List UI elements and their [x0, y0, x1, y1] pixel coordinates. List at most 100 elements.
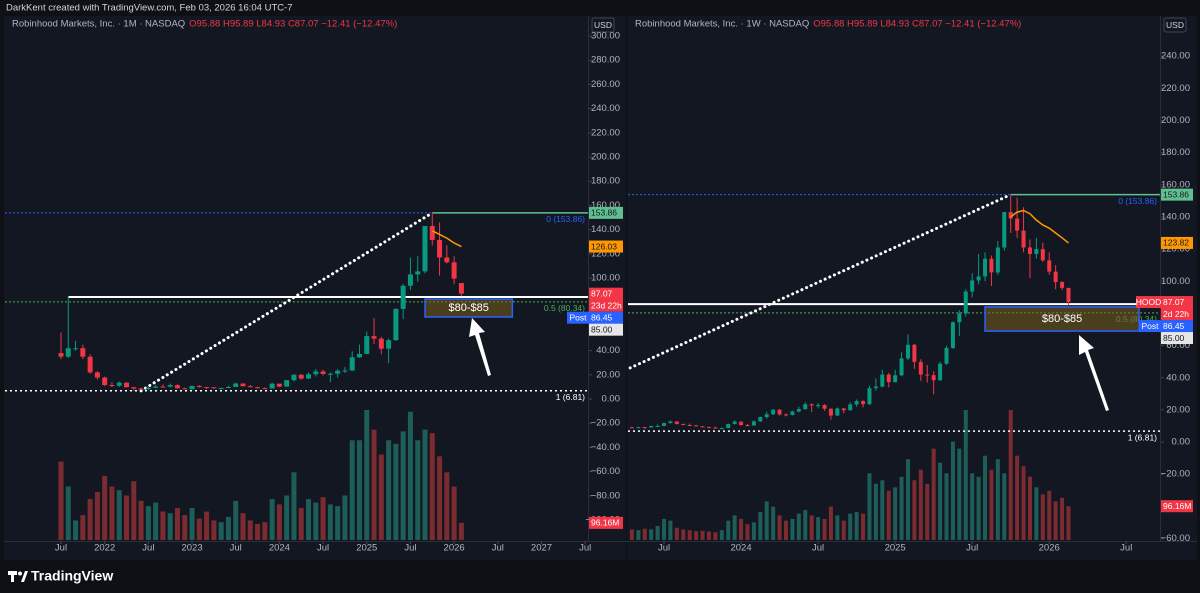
candle-body: [970, 280, 975, 292]
y-tick-label: 240.00: [1161, 51, 1190, 62]
x-tick-label: 2025: [885, 543, 906, 554]
candle-body: [94, 372, 100, 378]
volume-bar: [269, 499, 275, 540]
moving-average: [1010, 209, 1069, 244]
volume-bar: [963, 410, 968, 540]
candle-body: [87, 356, 93, 373]
price-tag: [589, 311, 623, 324]
volume-bar: [211, 520, 217, 540]
volume-bar: [407, 411, 413, 540]
candle-body: [784, 414, 788, 416]
volume-bar: [687, 530, 692, 540]
candle-body: [298, 374, 304, 379]
y-tick-label: 40.00: [1166, 372, 1190, 383]
candle-body: [828, 408, 833, 416]
logo: [8, 571, 28, 582]
brand: TradingView: [31, 568, 113, 584]
candle-body: [944, 347, 949, 364]
candle-body: [189, 385, 195, 390]
volume-bar: [1034, 487, 1039, 540]
x-tick-label: 2024: [269, 543, 290, 554]
candle-body: [751, 421, 756, 426]
candle-body: [976, 276, 981, 281]
volume-bar: [306, 499, 312, 540]
price-tag-label: 86.45: [591, 312, 613, 322]
y-tick-label: −40.00: [591, 442, 620, 453]
right-panel: [627, 16, 1197, 560]
volume-bar: [1066, 506, 1071, 540]
volume-bar: [342, 495, 348, 540]
countdown: 23d 22h: [591, 300, 622, 310]
price-tag-label: 87.07: [591, 288, 613, 298]
price-tag: [589, 323, 623, 336]
price-tag-label: 87.07: [1163, 297, 1185, 307]
candle-body: [284, 380, 290, 387]
candle-body: [335, 370, 341, 374]
fib-label: 0 (153.86): [546, 214, 585, 224]
legend-ohlc: O95.88 H95.89 L84.93 C87.07 −12.41 (−12.…: [189, 19, 397, 30]
x-tick-label: Jul: [142, 543, 154, 554]
legend-ohlc: O95.88 H95.89 L84.93 C87.07 −12.41 (−12.…: [813, 19, 1021, 30]
candle-body: [918, 361, 923, 375]
candle-body: [809, 404, 814, 406]
candle-body: [393, 308, 399, 341]
volume-bar: [437, 456, 443, 540]
x-tick-label: 2024: [730, 543, 751, 554]
candle-body: [771, 409, 776, 415]
candle-body: [867, 388, 872, 405]
arrow: [469, 318, 1109, 411]
volume-bar: [298, 507, 304, 540]
x-tick-label: Jul: [812, 543, 824, 554]
x-tick-label: 2027: [531, 543, 552, 554]
y-tick-label: 20.00: [1166, 404, 1190, 415]
volume-bar: [458, 522, 464, 540]
volume-bar: [102, 475, 108, 540]
candle-body: [247, 386, 253, 388]
candle-body: [124, 382, 130, 388]
y-tick-label: −60.00: [591, 466, 620, 477]
volume-bar: [225, 516, 231, 540]
candle-body: [422, 226, 428, 272]
candle-body: [1060, 282, 1065, 288]
y-tick-label: 160.00: [1161, 179, 1190, 190]
x-tick-label: Jul: [966, 543, 978, 554]
candle-body: [1015, 218, 1020, 231]
candle-body: [732, 421, 737, 425]
candle-body: [306, 374, 312, 379]
candle-body: [758, 416, 763, 422]
currency-box: [591, 17, 615, 33]
candle-body: [291, 374, 297, 381]
candle-body: [739, 421, 744, 426]
candle-body: [796, 409, 801, 412]
volume-bar: [138, 500, 144, 540]
volume-bar: [841, 520, 846, 540]
candle-body: [719, 428, 724, 430]
volume-bar: [429, 433, 435, 540]
volume-bar: [726, 520, 731, 540]
candle-body: [931, 375, 936, 381]
volume-bar: [371, 429, 377, 540]
volume-bar: [284, 495, 290, 540]
volume-bar: [1008, 410, 1013, 540]
volume-bar: [732, 515, 737, 540]
y-tick-label: 160.00: [591, 200, 620, 211]
candle-body: [378, 338, 384, 349]
volume-bar: [444, 472, 450, 540]
currency: USD: [1166, 20, 1184, 30]
volume-bar: [422, 429, 428, 540]
volume-bar: [803, 510, 808, 540]
y-tick-label: 300.00: [591, 31, 620, 42]
candle-body: [995, 247, 1000, 273]
volume-bar: [204, 511, 210, 540]
candle-body: [835, 408, 840, 416]
candle-body: [364, 336, 370, 354]
candle-body: [1040, 249, 1045, 261]
candle-body: [233, 383, 239, 387]
x-tick-label: Jul: [55, 543, 67, 554]
candle-body: [777, 409, 782, 415]
zone-box: [424, 298, 514, 318]
candle-body: [861, 401, 866, 405]
volume-bar: [867, 473, 872, 540]
price-tag: [1161, 236, 1193, 249]
